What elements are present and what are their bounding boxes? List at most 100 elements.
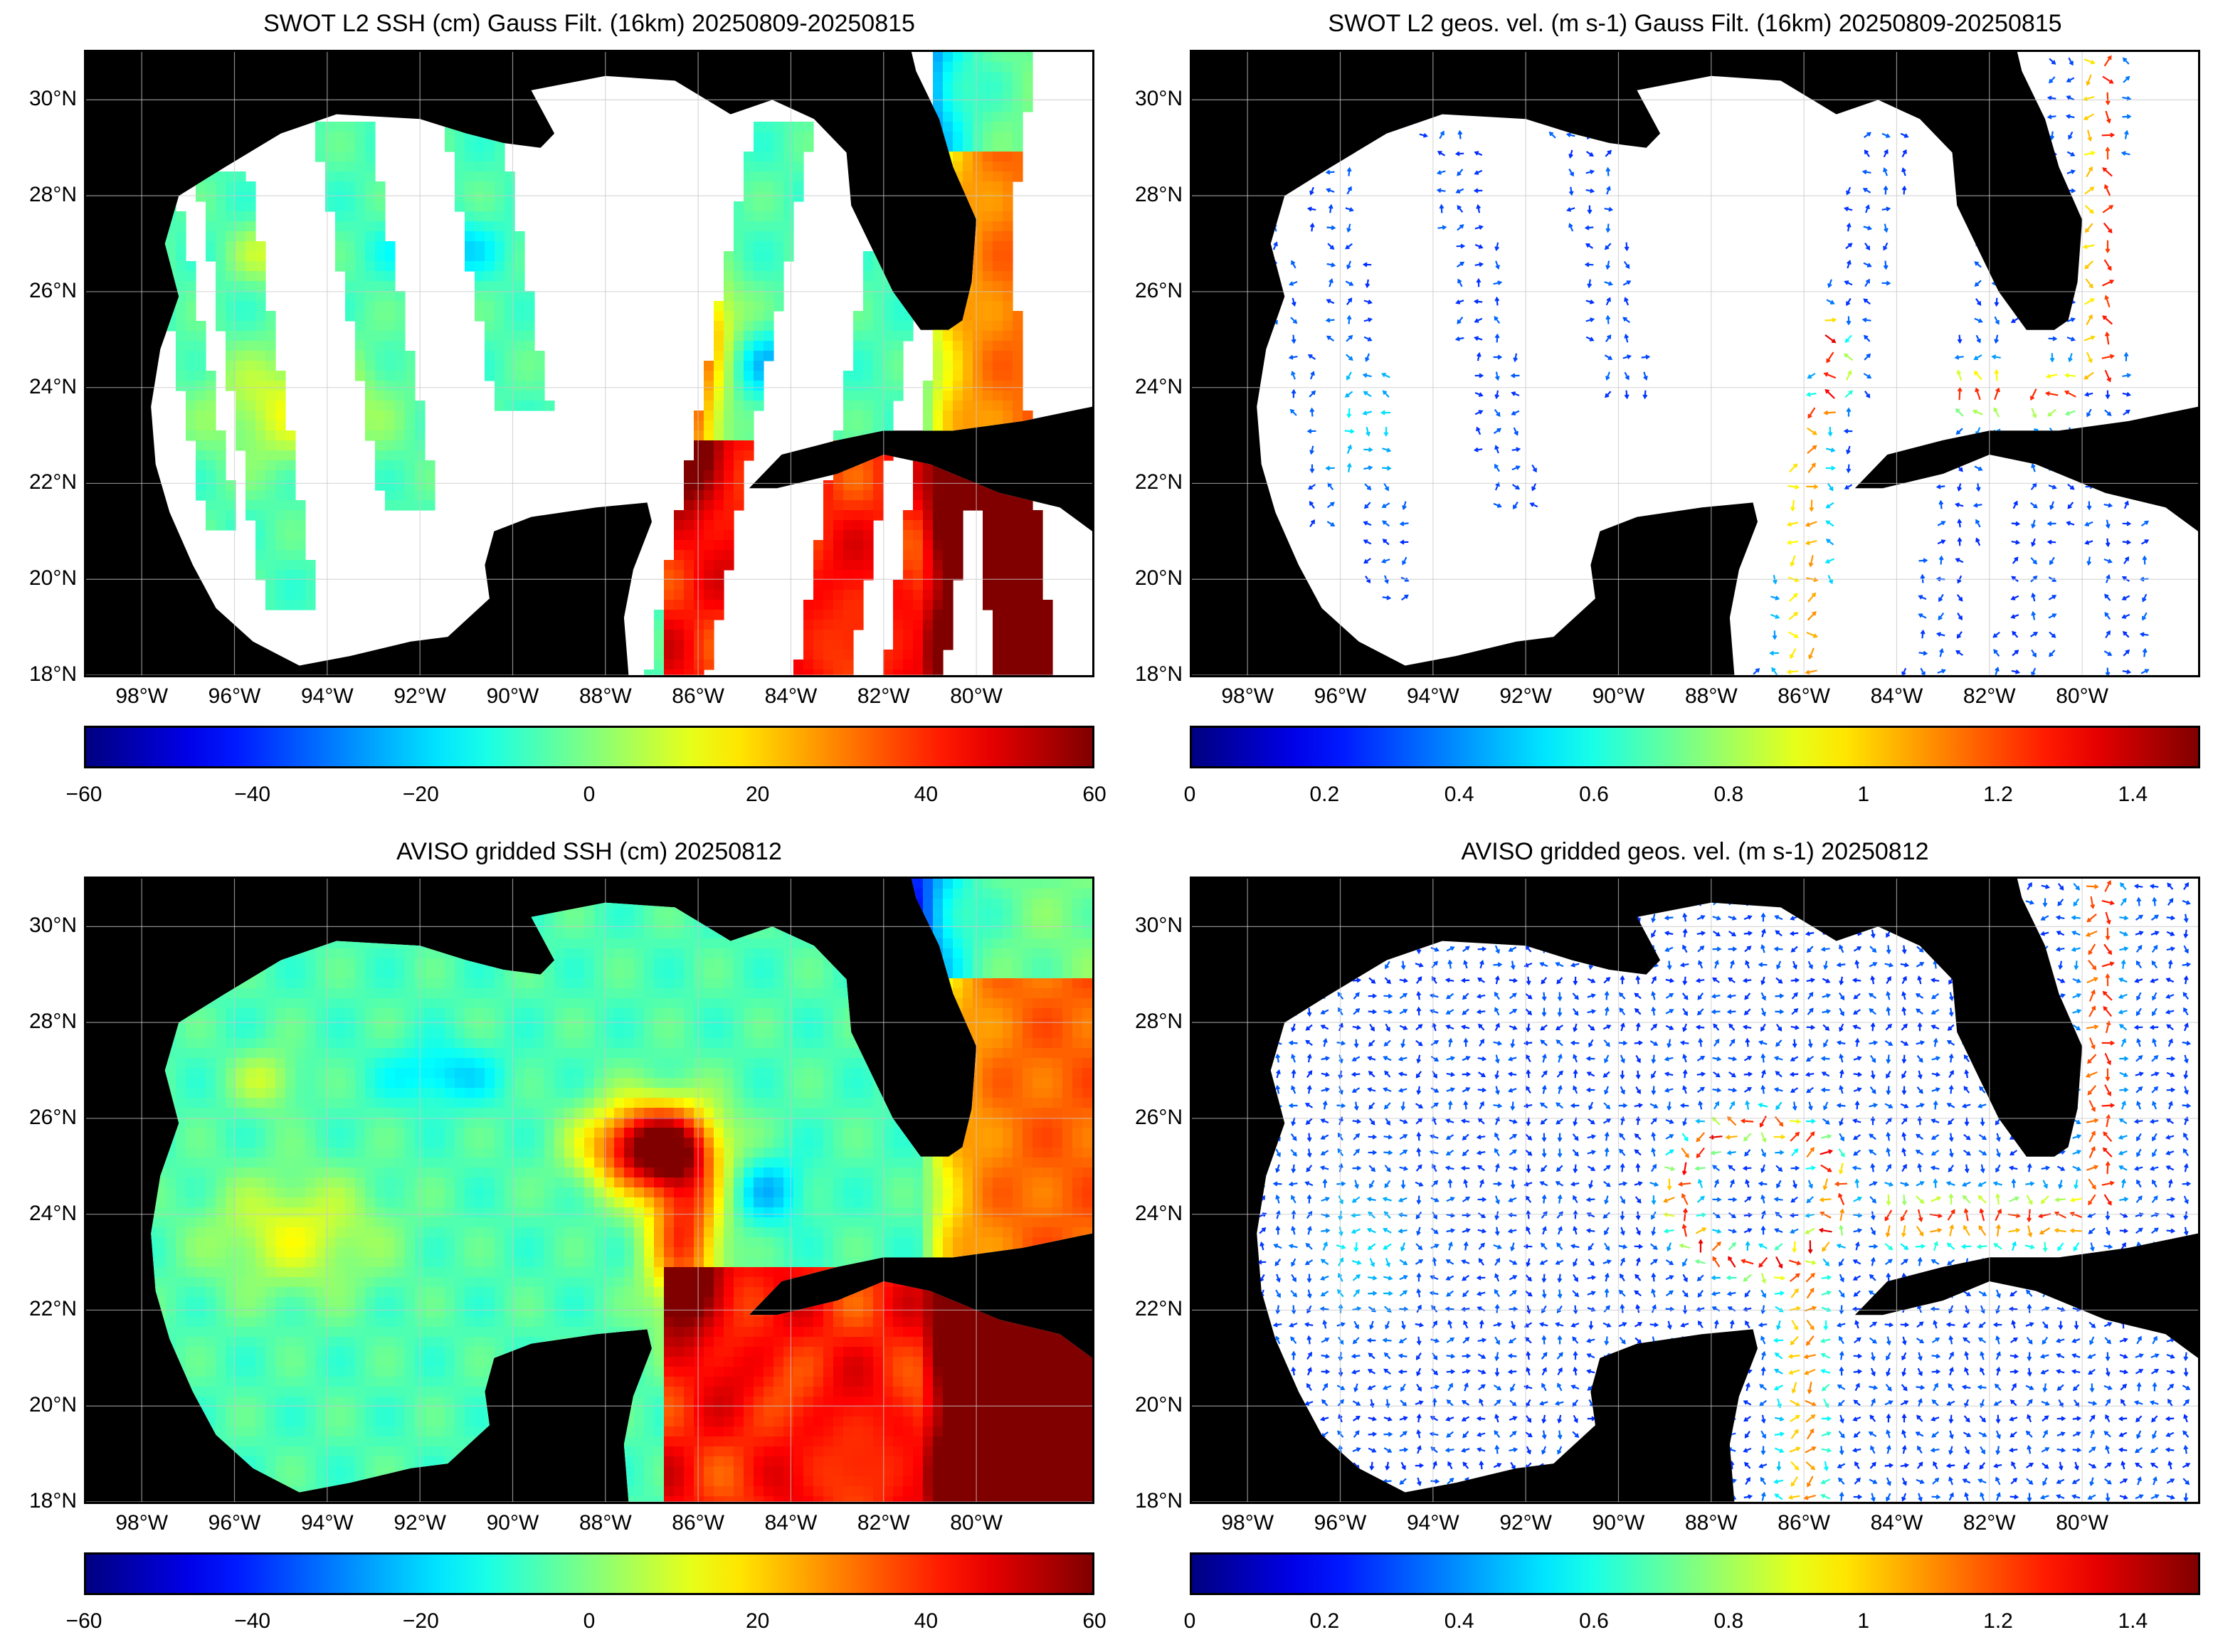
ssh-cell: [734, 311, 744, 322]
velocity-arrowhead: [2084, 540, 2090, 545]
ssh-cell: [325, 1018, 336, 1029]
ssh-cell: [385, 450, 396, 461]
ssh-cell: [445, 122, 455, 132]
ssh-cell: [495, 909, 505, 919]
map-canvas: [1192, 52, 2198, 675]
ssh-cell: [724, 381, 734, 391]
ssh-cell: [734, 211, 744, 222]
ssh-cell: [265, 1008, 276, 1019]
ssh-cell: [206, 221, 216, 232]
ssh-cell: [1013, 490, 1023, 501]
ssh-cell: [963, 92, 973, 102]
ssh-cell: [993, 321, 1003, 332]
ssh-cell: [993, 480, 1003, 491]
ssh-cell: [1072, 998, 1083, 1009]
ssh-cell: [973, 162, 983, 172]
ssh-cell: [514, 301, 525, 312]
ssh-cell: [704, 470, 714, 481]
ssh-cell: [843, 928, 854, 939]
ssh-cell: [773, 928, 784, 939]
ssh-cell: [893, 311, 904, 322]
ssh-cell: [355, 351, 366, 361]
ssh-cell: [963, 470, 973, 481]
ssh-cell: [285, 1028, 296, 1039]
velocity-arrow: [1787, 485, 1799, 489]
ssh-cell: [1003, 152, 1013, 162]
velocity-arrowhead: [1975, 487, 1981, 492]
ssh-cell: [524, 401, 535, 411]
ssh-cell: [634, 988, 645, 999]
ssh-cell: [903, 620, 914, 630]
ssh-cell: [485, 1018, 495, 1029]
ssh-cell: [245, 191, 256, 202]
ssh-cell: [365, 341, 376, 351]
ssh-cell: [1023, 102, 1033, 112]
ssh-cell: [465, 132, 475, 142]
ssh-cell: [853, 401, 864, 411]
ssh-cell: [793, 889, 804, 899]
ssh-cell: [495, 998, 505, 1009]
ssh-cell: [684, 580, 694, 591]
ssh-cell: [664, 1008, 675, 1019]
ssh-cell: [265, 998, 276, 1009]
ssh-cell: [435, 918, 445, 929]
ssh-cell: [1003, 889, 1013, 899]
ssh-cell: [305, 570, 316, 581]
ssh-cell: [265, 550, 276, 561]
ssh-cell: [86, 988, 97, 999]
velocity-arrowhead: [1386, 465, 1392, 471]
ssh-cell: [455, 889, 465, 899]
ssh-cell: [116, 978, 127, 989]
velocity-arrowhead: [1437, 151, 1442, 156]
velocity-arrowhead: [1846, 320, 1852, 326]
ssh-cell: [375, 191, 386, 202]
ssh-cell: [963, 391, 973, 401]
ssh-cell: [335, 879, 346, 889]
ssh-cell: [186, 430, 196, 441]
ssh-cell: [933, 640, 944, 650]
ssh-cell: [445, 978, 455, 989]
ssh-cell: [245, 978, 256, 989]
ssh-cell: [236, 281, 246, 292]
ssh-cell: [1032, 998, 1043, 1009]
ssh-cell: [1032, 909, 1043, 919]
ssh-cell: [953, 201, 963, 212]
ssh-cell: [1023, 72, 1033, 83]
ssh-cell: [754, 132, 764, 142]
ssh-cell: [245, 201, 256, 212]
ssh-cell: [903, 938, 914, 949]
ssh-cell: [893, 281, 904, 292]
velocity-arrowhead: [1269, 280, 1275, 286]
ssh-cell: [883, 311, 894, 322]
ssh-cell: [873, 271, 884, 282]
ssh-cell: [993, 968, 1003, 979]
ssh-cell: [764, 142, 774, 152]
ssh-cell: [1082, 988, 1092, 999]
ssh-cell: [395, 1008, 406, 1019]
panel-title: AVISO gridded SSH (cm) 20250812: [396, 838, 782, 865]
ssh-cell: [724, 889, 734, 899]
ssh-cell: [1003, 580, 1013, 591]
ssh-cell: [524, 918, 535, 929]
ssh-cell: [395, 411, 406, 421]
velocity-arrowhead: [2051, 430, 2056, 436]
ssh-cell: [1023, 640, 1033, 650]
velocity-arrowhead: [1605, 228, 1611, 233]
ssh-cell: [236, 411, 246, 421]
ssh-cell: [236, 918, 246, 929]
ssh-cell: [1003, 191, 1013, 202]
ssh-cell: [953, 560, 963, 571]
ssh-cell: [734, 450, 744, 461]
ssh-cell: [803, 879, 814, 889]
ssh-cell: [783, 899, 794, 909]
velocity-arrowhead: [2125, 556, 2130, 561]
velocity-arrowhead: [1786, 540, 1792, 545]
lon-tick-label: 88°W: [579, 684, 632, 708]
ssh-cell: [993, 440, 1003, 451]
ssh-cell: [694, 669, 704, 675]
ssh-cell: [953, 411, 963, 421]
ssh-cell: [773, 879, 784, 889]
ssh-cell: [216, 500, 226, 511]
ssh-cell: [694, 440, 704, 451]
ssh-cell: [1032, 928, 1043, 939]
